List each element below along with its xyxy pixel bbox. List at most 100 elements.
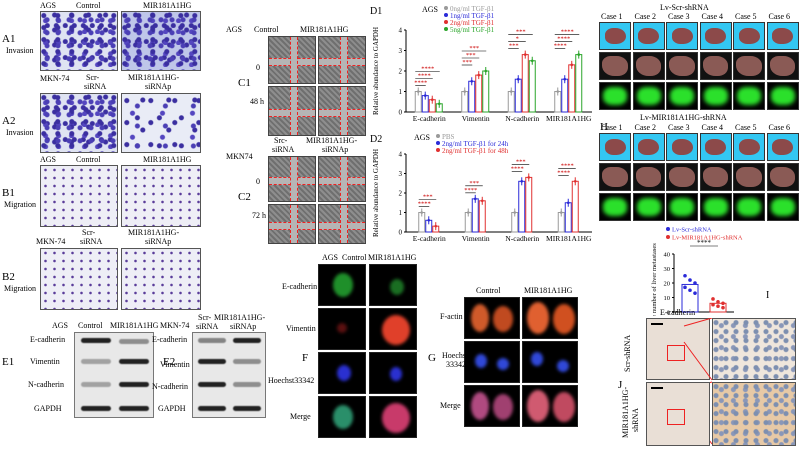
e1-ags: AGS [52, 321, 69, 330]
bar [478, 200, 486, 233]
sig-stars: *** [516, 158, 526, 165]
f-control-merge [318, 396, 366, 438]
b1-mir-image [121, 165, 201, 227]
c2-sip-l1: MIR181A1HG- [306, 136, 358, 145]
c1-mir-48 [318, 86, 366, 136]
c-mir-label: MIR181A1HG [300, 25, 349, 34]
data-point [688, 288, 692, 293]
a2-sub: Invasion [6, 128, 34, 137]
h-mir-organ-gfp-photo [599, 193, 631, 221]
j-scr-label: Scr-shRNA [623, 334, 632, 372]
data-point [416, 90, 420, 93]
g-merge: Merge [440, 401, 461, 410]
data-point [683, 285, 687, 290]
b2-sub: Migration [4, 284, 36, 293]
data-point [530, 59, 534, 63]
h-mir-organ-blue-photo [733, 133, 765, 161]
e2-blot [192, 332, 266, 418]
f-vim: Vimentin [286, 324, 316, 333]
h-scr-organ-dark-photo [766, 52, 799, 80]
e2-scr-l2: siRNA [196, 322, 219, 331]
e2-sip-l2: siRNAp [230, 322, 257, 331]
h-scr-organ-dark-photo [632, 52, 665, 80]
f-mir-merge [369, 396, 417, 438]
sig-stars: **** [561, 29, 574, 36]
f-hoechst: Hoechst33342 [268, 376, 315, 385]
e1-ncad: N-cadherin [28, 380, 64, 389]
b1-control-image [40, 165, 118, 227]
h-mir-organ-blue-photo [666, 133, 698, 161]
data-point [559, 211, 563, 214]
g-hoechst-l1: Hoechst [442, 351, 469, 360]
j-mir-zoom [712, 382, 796, 446]
a-mir-label: MIR181A1HG [143, 1, 192, 10]
h-scr-case-label: Case 1 [601, 12, 623, 21]
g-mir-merge [522, 385, 578, 427]
a1-letter: A1 [2, 33, 16, 45]
h-mir-organ-dark-photo [733, 163, 765, 191]
c-control-label: Control [254, 25, 279, 34]
c2-scr-0 [268, 156, 316, 202]
data-point [556, 90, 560, 93]
x-tick-label: Vimentin [462, 234, 490, 243]
y-tick-label: 1 [399, 209, 403, 217]
c1-letter: C1 [238, 77, 251, 89]
e2-ncad: N-cadherin [152, 382, 188, 391]
e2-gapdh: GAPDH [158, 404, 186, 413]
data-point [423, 94, 427, 97]
bar [468, 80, 476, 113]
data-point [513, 211, 517, 214]
c1-control-48 [268, 86, 316, 136]
f-control-hoechst [318, 352, 366, 394]
c1-t0: 0 [256, 63, 260, 72]
h-mir-organ-dark-photo [632, 163, 665, 191]
j-letter: J [618, 379, 623, 391]
f-mir-hoechst [369, 352, 417, 394]
c2-sip-l2: siRNAp [322, 145, 349, 154]
h-mir-organ-dark-photo [599, 163, 631, 191]
y-tick-label: 3 [399, 170, 403, 178]
data-point [566, 201, 570, 205]
sig-stars: **** [554, 43, 567, 50]
y-tick-label: 2 [399, 68, 403, 76]
c1-t48: 48 h [250, 97, 264, 106]
data-point [523, 53, 527, 56]
data-point [430, 98, 434, 101]
legend-dot [436, 134, 440, 138]
bar [528, 60, 536, 113]
x-tick-label: N-cadherin [505, 114, 539, 123]
g-control: Control [476, 286, 501, 295]
y-tick-label: 2 [399, 190, 403, 198]
x-tick-label: E-cadherin [413, 114, 446, 123]
b2-letter: B2 [2, 271, 15, 283]
c2-t72: 72 h [252, 211, 266, 220]
a2-scr-image [40, 93, 118, 153]
j-ecad: E-cadherin [660, 308, 696, 317]
h-scr-case-label: Case 4 [701, 12, 724, 21]
legend-dot [666, 227, 670, 231]
f-mir-vim [369, 308, 417, 350]
bar [568, 64, 576, 113]
data-point [563, 77, 567, 81]
legend-label: Lv-MIR181A1HG-shRNA [672, 235, 743, 242]
h-mir-case-label: Case 6 [768, 123, 791, 132]
h-scr-title: Lv-Scr-shRNA [660, 3, 709, 12]
c1-mir-0 [318, 36, 366, 84]
data-point [420, 211, 424, 214]
c2-src-l1: Src- [274, 136, 288, 145]
h-scr-organ-gfp-photo [632, 82, 665, 110]
h-mir-organ-blue-photo [599, 133, 631, 161]
e1-blot [74, 332, 154, 418]
y-axis-label: Relative abundance to GAPDH [372, 27, 380, 115]
b1-sub: Migration [4, 200, 36, 209]
a-ags-label: AGS [40, 1, 57, 10]
e1-mir: MIR181A1HG [110, 321, 159, 330]
c1-control-0 [268, 36, 316, 84]
g-factin: F-actin [440, 312, 463, 321]
legend-dot [444, 20, 448, 24]
b2-sip-l2: siRNAp [145, 237, 172, 246]
panel-label: I [766, 290, 769, 301]
h-scr-organ-gfp-photo [599, 82, 631, 110]
y-tick-label: 0 [667, 310, 670, 317]
j-scr-low [646, 318, 710, 380]
